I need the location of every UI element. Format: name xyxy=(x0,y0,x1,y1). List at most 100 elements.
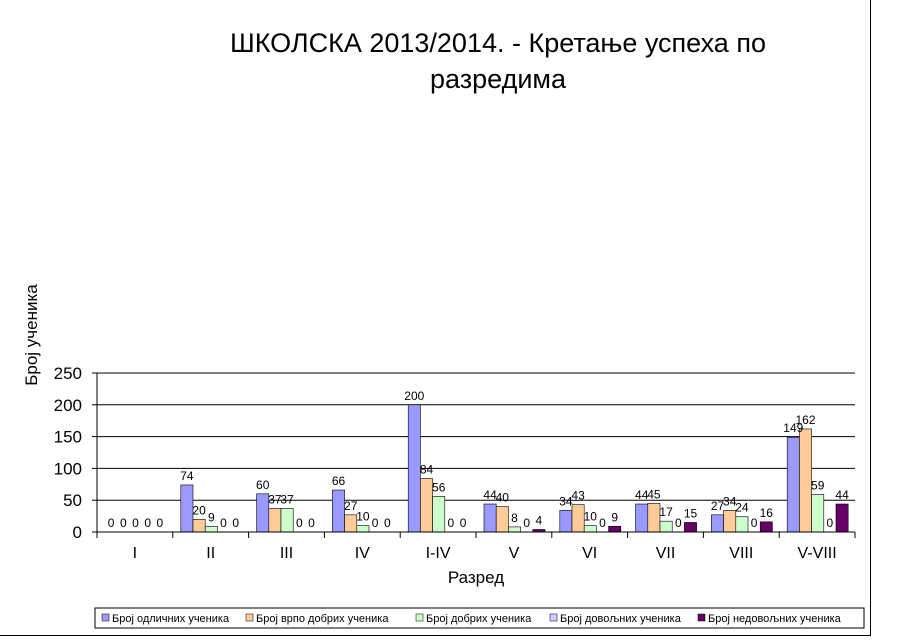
data-label: 0 xyxy=(132,516,139,530)
data-label: 56 xyxy=(432,480,446,494)
data-label: 0 xyxy=(448,516,455,530)
y-tick-label: 200 xyxy=(54,396,82,415)
y-tick-label: 100 xyxy=(54,459,82,478)
bar xyxy=(204,525,218,533)
bar xyxy=(583,525,597,533)
data-label: 0 xyxy=(108,516,115,530)
data-label: 162 xyxy=(795,413,815,427)
bar xyxy=(180,484,194,533)
bar xyxy=(608,525,622,533)
bar xyxy=(407,404,421,533)
x-tick-label: I-IV xyxy=(426,545,451,562)
x-tick-label: VIII xyxy=(729,545,753,562)
bar xyxy=(432,496,446,533)
data-label: 0 xyxy=(372,516,379,530)
data-label: 24 xyxy=(735,501,749,515)
bar xyxy=(759,521,773,533)
legend-swatch xyxy=(697,613,706,622)
data-label: 0 xyxy=(157,516,164,530)
bar xyxy=(647,503,661,533)
data-label: 27 xyxy=(711,499,725,513)
x-tick-label: III xyxy=(280,545,293,562)
data-label: 44 xyxy=(483,488,497,502)
data-label: 40 xyxy=(496,491,510,505)
bar xyxy=(420,478,433,533)
data-label: 149 xyxy=(783,421,803,435)
data-label: 0 xyxy=(384,516,391,530)
data-label: 0 xyxy=(523,516,530,530)
data-label: 43 xyxy=(571,489,585,503)
legend-label: Број добрих ученика xyxy=(426,613,532,625)
chart-title-line1: ШКОЛСКА 2013/2014. - Кретање успеха по xyxy=(230,28,766,58)
data-label: 20 xyxy=(192,503,206,517)
bar xyxy=(735,516,749,533)
chart-title-line2: разредима xyxy=(430,64,567,94)
data-label: 44 xyxy=(835,488,849,502)
data-label: 44 xyxy=(635,488,649,502)
bar xyxy=(711,514,724,533)
data-label: 0 xyxy=(296,516,303,530)
bar xyxy=(571,504,585,533)
y-tick-label: 0 xyxy=(73,523,82,542)
data-label: 37 xyxy=(280,492,294,506)
legend-box xyxy=(94,607,865,629)
bar xyxy=(495,506,509,533)
data-label: 0 xyxy=(220,516,227,530)
data-label: 0 xyxy=(232,516,239,530)
bar xyxy=(256,493,270,533)
data-label: 59 xyxy=(811,478,825,492)
x-tick-label: V-VIII xyxy=(798,545,837,562)
y-tick-label: 250 xyxy=(54,364,82,383)
legend-swatch xyxy=(415,613,424,622)
bars xyxy=(180,404,849,533)
legend-swatch xyxy=(549,613,558,622)
data-label: 0 xyxy=(827,516,834,530)
y-axis-title: Број ученика xyxy=(22,284,41,386)
bar xyxy=(268,508,282,533)
chart-frame xyxy=(0,0,871,636)
x-tick-label: IV xyxy=(355,545,370,562)
data-label: 16 xyxy=(760,506,774,520)
bar xyxy=(356,525,370,533)
bar xyxy=(786,436,800,533)
data-label: 0 xyxy=(599,516,606,530)
data-label: 17 xyxy=(659,505,673,519)
gridlines xyxy=(97,372,855,501)
legend: Број одличних ученика Број врпо добрих уч… xyxy=(94,607,865,629)
bar xyxy=(508,526,521,533)
data-label: 74 xyxy=(180,469,194,483)
bar xyxy=(559,510,573,533)
data-label: 27 xyxy=(344,499,358,513)
x-tick-label: VII xyxy=(656,545,676,562)
bar xyxy=(192,518,206,533)
data-label: 10 xyxy=(584,510,598,524)
bar xyxy=(280,508,294,533)
data-label: 84 xyxy=(420,463,434,477)
legend-label: Број одличних ученика xyxy=(112,613,230,625)
bar xyxy=(811,494,825,533)
bar xyxy=(835,503,849,533)
x-axis-title: Разред xyxy=(448,568,504,587)
data-label: 66 xyxy=(332,474,346,488)
y-tick-label: 150 xyxy=(54,428,82,447)
x-tick-label: I xyxy=(133,545,137,562)
bar xyxy=(635,503,649,533)
bar xyxy=(332,489,345,533)
data-label: 15 xyxy=(684,506,698,520)
x-tick-label: VI xyxy=(582,545,597,562)
legend-swatch xyxy=(245,613,254,622)
data-label: 34 xyxy=(723,494,737,508)
x-tick-label: V xyxy=(509,545,520,562)
bar xyxy=(684,522,697,533)
data-label: 200 xyxy=(404,389,424,403)
legend-label: Број довољних ученика xyxy=(560,613,682,625)
data-label: 4 xyxy=(536,513,543,527)
data-label: 10 xyxy=(356,510,370,524)
bar xyxy=(659,520,673,533)
data-label: 0 xyxy=(751,516,758,530)
legend-label: Број недовољних ученика xyxy=(708,613,842,625)
bar xyxy=(723,510,737,533)
